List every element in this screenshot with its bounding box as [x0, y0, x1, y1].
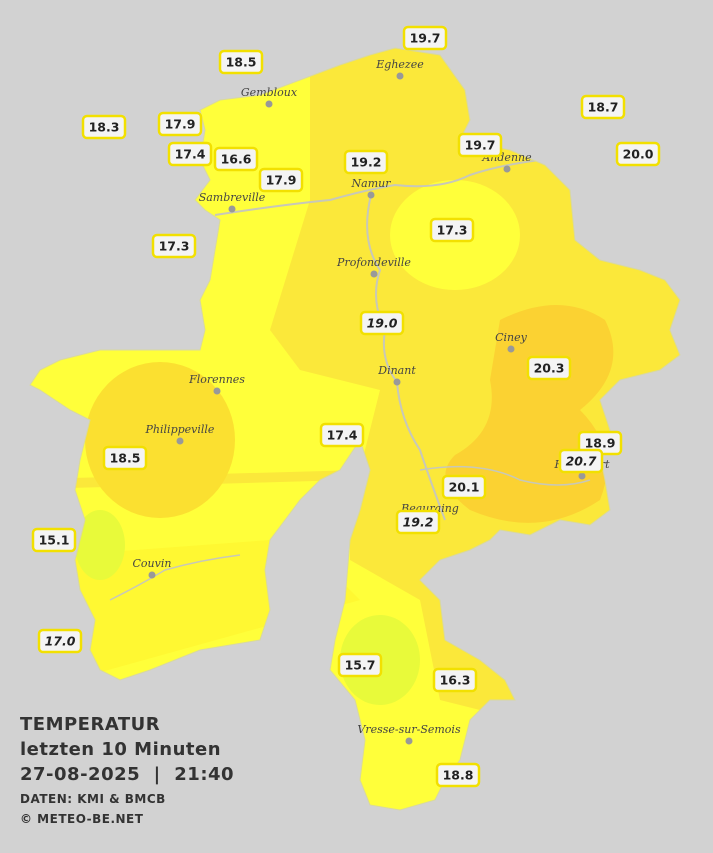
cities: EghezeeGemblouxAndenneNamurSambrevillePr…	[133, 58, 610, 745]
city-name: Philippeville	[145, 423, 215, 436]
station-box	[615, 141, 661, 167]
city-dot	[367, 191, 375, 199]
station-box	[432, 667, 478, 693]
station-temp: 18.3	[89, 120, 120, 135]
city-name: Profondeville	[336, 256, 411, 269]
city-dot	[265, 100, 273, 108]
river	[419, 465, 591, 486]
station-temp: 18.5	[226, 55, 257, 70]
station-temp: 17.9	[266, 173, 297, 188]
zone	[75, 510, 125, 580]
station-temp: 15.7	[345, 658, 376, 673]
station-box	[343, 149, 389, 175]
station-temp: 19.2	[351, 155, 382, 170]
city-dot	[507, 345, 515, 353]
station-temp: 20.7	[566, 454, 597, 469]
station-box	[37, 628, 83, 654]
city-name: Gembloux	[241, 86, 298, 99]
station-temp: 18.5	[110, 451, 141, 466]
station-temp: 17.4	[327, 428, 358, 443]
station-box	[429, 217, 475, 243]
city-dot	[393, 378, 401, 386]
station-box	[558, 448, 604, 474]
station-box	[441, 474, 487, 500]
city-dot	[578, 472, 586, 480]
station-box	[258, 167, 304, 193]
station-box	[167, 141, 213, 167]
station-temp: 18.8	[443, 768, 474, 783]
station-temp: 16.6	[221, 152, 252, 167]
station-temp: 20.1	[449, 480, 480, 495]
city-dot	[148, 571, 156, 579]
city-name: Ciney	[495, 331, 528, 344]
station-box	[395, 509, 441, 535]
station-temp: 17.3	[437, 223, 468, 238]
station-box	[102, 445, 148, 471]
zone	[85, 362, 235, 518]
station-temp: 19.0	[367, 316, 398, 331]
stations: 18.5 19.7 18.3 17.9 17.4 16.6 17.9 19.2 19.7 18.7…	[31, 25, 661, 788]
station-temp: 20.0	[623, 147, 654, 162]
station-box	[402, 25, 448, 51]
station-temp: 17.4	[175, 147, 206, 162]
station-temp: 19.2	[403, 515, 434, 530]
city-dot	[405, 737, 413, 745]
station-box	[81, 114, 127, 140]
city-dot	[370, 270, 378, 278]
station-temp: 17.0	[45, 634, 76, 649]
station-temp: 17.9	[165, 117, 196, 132]
city-name: Florennes	[188, 373, 245, 386]
station-box	[457, 132, 503, 158]
city-dot	[176, 437, 184, 445]
city-name: Namur	[351, 177, 392, 190]
city-name: Eghezee	[375, 58, 424, 71]
station-box	[319, 422, 365, 448]
station-box	[580, 94, 626, 120]
station-temp: 17.3	[159, 239, 190, 254]
river	[109, 554, 241, 601]
station-box	[526, 355, 572, 381]
credit: © METEO-BE.NET	[20, 812, 144, 826]
city-name: Vresse-sur-Semois	[357, 723, 461, 736]
station-temp: 18.9	[585, 436, 616, 451]
city-dot	[396, 72, 404, 80]
station-box	[218, 49, 264, 75]
station-temp: 15.1	[39, 533, 70, 548]
station-box	[157, 111, 203, 137]
station-box	[337, 652, 383, 678]
title: TEMPERATUR	[20, 714, 160, 735]
city-dot	[503, 165, 511, 173]
station-temp: 19.7	[465, 138, 496, 153]
credit: DATEN: KMI & BMCB	[20, 792, 166, 806]
station-box	[435, 762, 481, 788]
river	[366, 194, 446, 521]
station-temp: 20.3	[534, 361, 565, 376]
station-box	[213, 146, 259, 172]
title: letzten 10 Minuten	[20, 739, 221, 760]
city-name: Dinant	[377, 364, 416, 377]
station-temp: 16.3	[440, 673, 471, 688]
city-name: Sambreville	[199, 191, 266, 204]
river	[214, 159, 541, 216]
city-name: Couvin	[133, 557, 172, 570]
station-box	[31, 527, 77, 553]
city-dot	[213, 387, 221, 395]
station-temp: 18.7	[588, 100, 619, 115]
station-temp: 19.7	[410, 31, 441, 46]
title: 27-08-2025 | 21:40	[20, 764, 234, 785]
station-box	[151, 233, 197, 259]
station-box	[359, 310, 405, 336]
city-dot	[228, 205, 236, 213]
